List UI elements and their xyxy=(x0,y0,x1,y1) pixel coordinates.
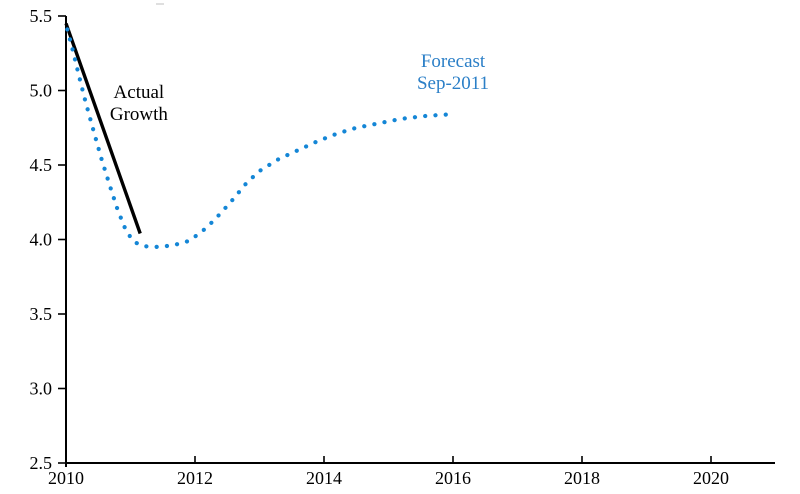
x-tick-label: 2012 xyxy=(177,468,213,488)
x-tick-label: 2010 xyxy=(48,468,84,488)
forecast-label-line2: Sep-2011 xyxy=(416,72,490,94)
forecast-sep-2011-label: Forecast Sep-2011 xyxy=(417,51,489,95)
actual-growth-label-line2: Growth xyxy=(109,103,168,125)
actual-growth-label-line1: Actual xyxy=(113,81,165,103)
y-tick-label: 5.0 xyxy=(30,81,53,101)
actual-growth-label: Actual Growth xyxy=(110,82,168,126)
y-tick-label: 3.5 xyxy=(30,304,53,324)
y-tick-label: 4.0 xyxy=(30,230,53,250)
y-tick-label: 5.5 xyxy=(30,6,53,26)
stray-mark xyxy=(156,3,164,5)
x-tick-label: 2014 xyxy=(306,468,342,488)
x-tick-label: 2020 xyxy=(693,468,729,488)
forecast-dotted-line xyxy=(65,27,454,249)
actual-growth-line xyxy=(64,22,142,235)
x-tick-label: 2018 xyxy=(564,468,600,488)
y-tick-label: 2.5 xyxy=(30,453,53,473)
forecast-label-line1: Forecast xyxy=(420,50,486,72)
y-tick-label: 3.0 xyxy=(30,379,53,399)
x-tick-label: 2016 xyxy=(435,468,471,488)
y-tick-label: 4.5 xyxy=(30,155,53,175)
